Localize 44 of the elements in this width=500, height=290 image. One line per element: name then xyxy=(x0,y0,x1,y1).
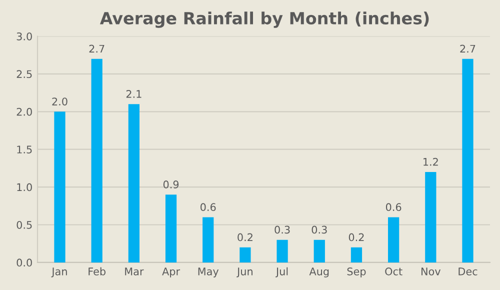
bar xyxy=(462,58,474,262)
bar xyxy=(388,217,400,262)
data-label: 0.6 xyxy=(200,203,216,212)
data-label: 2.7 xyxy=(89,44,104,53)
y-tick-label: 2.5 xyxy=(16,70,32,78)
bar xyxy=(425,172,436,262)
y-tick-label: 1.0 xyxy=(17,183,32,192)
y-tick-label: 3.0 xyxy=(16,32,32,40)
bar xyxy=(128,104,140,262)
bar xyxy=(240,247,251,262)
x-tick-label: Sep xyxy=(347,267,366,278)
x-tick-label: Dec xyxy=(458,268,478,276)
bar xyxy=(202,217,214,262)
data-label: 2.1 xyxy=(126,90,142,98)
bar xyxy=(350,247,362,262)
x-tick-label: Oct xyxy=(385,267,402,276)
x-tick-label: Nov xyxy=(422,268,441,276)
y-tick-label: 1.5 xyxy=(17,146,32,154)
data-label: 0.6 xyxy=(386,203,402,212)
bar xyxy=(165,194,177,262)
x-tick-label: Jan xyxy=(51,268,67,278)
y-tick-label: 2.0 xyxy=(16,108,32,116)
bar xyxy=(91,58,102,262)
bar xyxy=(276,240,288,262)
bar xyxy=(314,240,325,262)
data-label: 1.2 xyxy=(424,158,438,166)
data-label: 0.9 xyxy=(163,180,179,188)
x-tick-label: Apr xyxy=(162,268,180,278)
y-tick-label: 0.0 xyxy=(16,258,32,267)
data-label: 0.2 xyxy=(238,233,252,242)
x-tick-label: Feb xyxy=(88,267,106,276)
data-label: 2.0 xyxy=(52,98,68,106)
bar xyxy=(54,112,66,262)
chart-title: Average Rainfall by Month (inches) xyxy=(100,12,429,28)
data-label: 0.3 xyxy=(312,226,327,234)
x-tick-label: Jul xyxy=(275,267,288,278)
x-tick-label: Mar xyxy=(125,268,144,276)
data-label: 0.3 xyxy=(274,226,290,234)
y-tick-label: 0.5 xyxy=(16,220,32,229)
data-label: 0.2 xyxy=(348,233,364,242)
x-tick-label: Aug xyxy=(309,268,329,278)
x-tick-label: May xyxy=(198,268,219,278)
x-tick-label: Jun xyxy=(236,268,252,278)
data-label: 2.7 xyxy=(460,44,476,53)
